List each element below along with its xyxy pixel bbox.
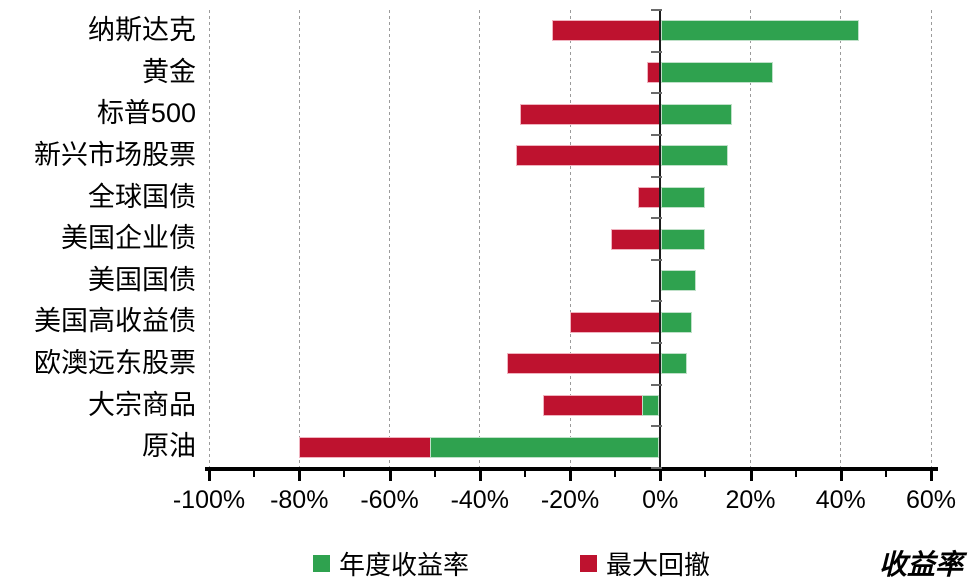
- category-label: 新兴市场股票: [34, 139, 196, 170]
- bar-max-drawdown: [610, 228, 661, 250]
- bar-annual-return: [661, 311, 692, 333]
- bar-annual-return: [661, 270, 697, 292]
- max-drawdown-swatch-icon: [580, 554, 597, 572]
- bar-annual-return: [661, 103, 733, 125]
- zero-axis-line: [659, 10, 662, 469]
- x-major-tick: [659, 471, 663, 481]
- category-label: 美国国债: [88, 264, 196, 295]
- category-label: 欧澳远东股票: [34, 348, 196, 379]
- x-major-tick: [298, 471, 302, 481]
- annual-return-swatch-icon: [313, 554, 330, 572]
- grid-line: [840, 10, 842, 468]
- x-tick-label: -20%: [540, 486, 600, 514]
- legend-label-annual-return: 年度收益率: [339, 549, 470, 580]
- category-axis-tick: [651, 92, 663, 95]
- x-tick-label: 0%: [642, 486, 679, 514]
- bar-annual-return: [661, 186, 706, 208]
- x-axis-line: [205, 467, 938, 471]
- grid-line: [750, 10, 751, 468]
- x-minor-tick: [794, 471, 797, 477]
- x-minor-tick: [343, 471, 346, 477]
- x-minor-tick: [884, 471, 887, 477]
- bar-max-drawdown: [551, 20, 661, 42]
- category-axis-tick: [651, 258, 663, 261]
- grid-line: [298, 10, 300, 468]
- bar-annual-return: [430, 436, 660, 458]
- bar-max-drawdown: [646, 61, 661, 83]
- bar-annual-return: [642, 395, 660, 417]
- x-tick-label: 20%: [725, 486, 776, 514]
- bar-max-drawdown: [637, 186, 661, 208]
- category-axis-tick: [651, 342, 663, 345]
- category-axis-tick: [651, 383, 663, 386]
- category-axis-tick: [651, 175, 663, 178]
- bar-max-drawdown: [520, 103, 661, 125]
- category-axis-tick: [651, 467, 663, 469]
- bar-annual-return: [661, 228, 706, 250]
- category-axis-tick: [651, 50, 663, 53]
- x-tick-label: -60%: [360, 486, 419, 514]
- category-label: 黄金: [142, 56, 196, 87]
- x-major-tick: [478, 471, 482, 481]
- x-minor-tick: [614, 471, 617, 477]
- grid-line: [930, 10, 932, 468]
- x-major-tick: [569, 471, 572, 481]
- x-major-tick: [839, 471, 843, 481]
- grid-line: [569, 10, 571, 468]
- x-major-tick: [749, 471, 753, 481]
- legend-item-annual-return: 年度收益率: [313, 548, 469, 580]
- x-major-tick: [930, 471, 933, 481]
- bar-max-drawdown: [506, 353, 661, 375]
- x-tick-label: -100%: [172, 486, 246, 514]
- x-axis-title: 收益率: [878, 549, 963, 580]
- category-label: 大宗商品: [88, 389, 196, 420]
- x-tick-label: 40%: [815, 486, 866, 514]
- bar-annual-return: [661, 61, 774, 83]
- x-tick-label: -80%: [270, 486, 329, 514]
- legend-item-max-drawdown: 最大回撤: [580, 548, 710, 580]
- category-label: 原油: [142, 431, 196, 462]
- category-axis-tick: [651, 217, 663, 220]
- category-label: 纳斯达克: [88, 15, 196, 45]
- category-axis-tick: [651, 9, 663, 11]
- bar-max-drawdown: [515, 145, 661, 167]
- bar-max-drawdown: [570, 311, 661, 333]
- category-label: 美国企业债: [61, 223, 196, 254]
- bar-annual-return: [661, 353, 688, 375]
- x-tick-label: 60%: [905, 486, 957, 514]
- grid-line: [479, 10, 481, 468]
- grid-line: [389, 10, 390, 468]
- grid-line: [208, 10, 210, 468]
- category-axis-tick: [651, 300, 663, 303]
- x-tick-label: -40%: [450, 486, 509, 514]
- category-label: 美国高收益债: [34, 306, 196, 337]
- x-minor-tick: [253, 471, 256, 477]
- x-minor-tick: [523, 471, 526, 477]
- bar-annual-return: [661, 20, 859, 42]
- x-major-tick: [388, 471, 392, 481]
- category-label: 标普500: [96, 98, 196, 129]
- category-axis-tick: [651, 425, 663, 428]
- category-label: 全球国债: [88, 181, 196, 212]
- x-minor-tick: [704, 471, 707, 477]
- bar-annual-return: [661, 145, 728, 167]
- x-minor-tick: [433, 471, 436, 477]
- x-major-tick: [208, 471, 211, 481]
- category-axis-tick: [651, 133, 663, 136]
- legend-label-max-drawdown: 最大回撤: [606, 549, 711, 580]
